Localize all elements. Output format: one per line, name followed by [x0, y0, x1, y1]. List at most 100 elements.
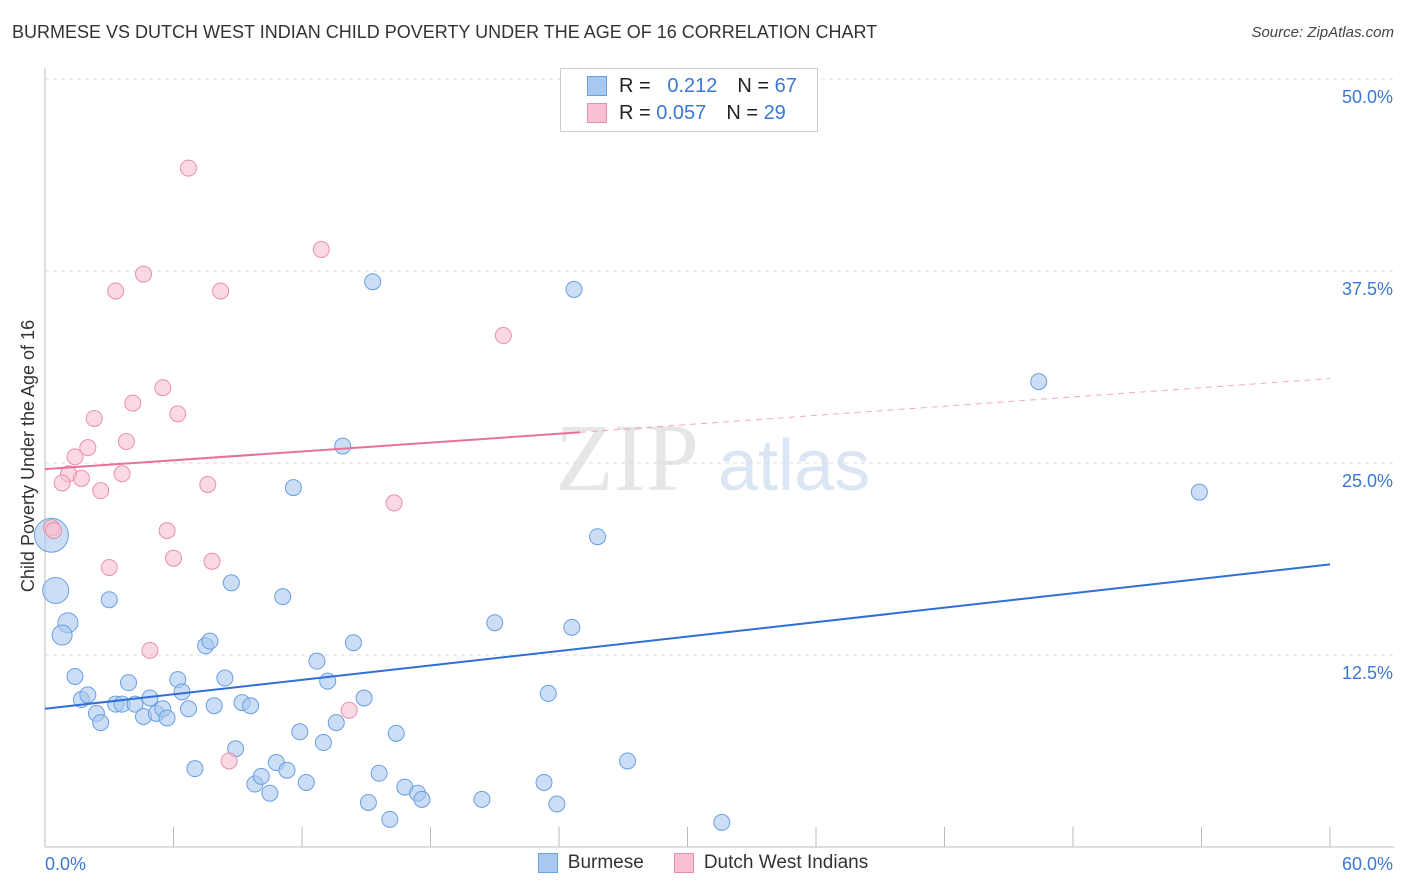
data-point-burmese — [413, 790, 431, 808]
data-point-dutch-west-indians — [135, 265, 153, 283]
data-point-burmese — [334, 437, 352, 455]
legend-swatch — [673, 853, 694, 873]
x-tick-label: 60.0% — [1342, 854, 1393, 874]
data-point-burmese — [355, 689, 373, 707]
data-point-dutch-west-indians — [312, 240, 330, 258]
data-point-dutch-west-indians — [141, 641, 159, 659]
data-point-dutch-west-indians — [179, 159, 197, 177]
data-point-burmese — [344, 634, 362, 652]
data-point-dutch-west-indians — [220, 752, 238, 770]
data-point-burmese — [364, 273, 382, 291]
legend-row-burmese: R = 0.212 N = 67 — [587, 73, 797, 99]
data-point-burmese — [66, 668, 84, 686]
r-value: 0.057 — [656, 101, 707, 124]
chart-title: BURMESE VS DUTCH WEST INDIAN CHILD POVER… — [12, 22, 878, 42]
data-point-burmese — [619, 752, 637, 770]
legend-item-burmese: Burmese — [537, 852, 644, 874]
y-tick-label: 37.5% — [1342, 279, 1393, 299]
data-point-dutch-west-indians — [45, 522, 63, 540]
data-point-burmese — [42, 576, 70, 604]
legend-swatch-burmese — [587, 76, 607, 96]
data-point-dutch-west-indians — [85, 409, 103, 427]
data-point-burmese — [565, 280, 583, 298]
data-point-burmese — [278, 761, 296, 779]
data-point-burmese — [1030, 373, 1048, 391]
data-point-dutch-west-indians — [117, 432, 135, 450]
data-point-dutch-west-indians — [494, 327, 512, 345]
y-tick-label: 25.0% — [1342, 471, 1393, 491]
data-point-dutch-west-indians — [154, 379, 172, 397]
data-point-burmese — [563, 618, 581, 636]
data-point-dutch-west-indians — [100, 558, 118, 576]
data-point-burmese — [205, 697, 223, 715]
source-label: Source: ZipAtlas.com — [1251, 24, 1394, 41]
data-point-burmese — [274, 588, 292, 606]
data-point-dutch-west-indians — [66, 448, 84, 466]
data-point-burmese — [473, 790, 491, 808]
data-point-burmese — [100, 591, 118, 609]
data-point-burmese — [201, 632, 219, 650]
data-point-burmese — [327, 714, 345, 732]
data-point-dutch-west-indians — [124, 394, 142, 412]
data-point-dutch-west-indians — [385, 494, 403, 512]
trend-line-dutch-west-indians — [44, 431, 581, 471]
data-point-burmese — [158, 709, 176, 727]
r-label: R = — [619, 74, 651, 97]
watermark: atlas — [718, 426, 870, 506]
y-tick-label: 12.5% — [1342, 663, 1393, 683]
data-point-burmese — [381, 810, 399, 828]
legend-row-dutch-west-indians: R = 0.057 N = 29 — [587, 100, 786, 126]
y-axis-label: Child Poverty Under the Age of 16 — [18, 320, 38, 592]
data-point-burmese — [589, 528, 607, 546]
n-value: 67 — [774, 74, 797, 97]
data-point-dutch-west-indians — [107, 282, 125, 300]
data-point-dutch-west-indians — [340, 701, 358, 719]
data-point-burmese — [79, 686, 97, 704]
data-point-burmese — [359, 793, 377, 811]
data-point-burmese — [51, 624, 73, 646]
legend-item-dutch-west-indians: Dutch West Indians — [673, 852, 869, 874]
data-point-burmese — [297, 773, 315, 791]
data-point-burmese — [291, 723, 309, 741]
legend-label: Dutch West Indians — [703, 852, 869, 873]
data-point-dutch-west-indians — [169, 405, 187, 423]
data-point-dutch-west-indians — [165, 549, 182, 567]
data-point-burmese — [308, 652, 326, 670]
r-label: R = — [619, 101, 651, 124]
data-point-burmese — [387, 724, 405, 742]
data-point-dutch-west-indians — [53, 474, 71, 492]
data-point-burmese — [242, 697, 260, 715]
data-point-dutch-west-indians — [212, 282, 230, 300]
data-point-burmese — [713, 813, 731, 831]
data-point-burmese — [548, 795, 566, 813]
x-tick-label: 0.0% — [45, 854, 86, 874]
n-label: N = — [726, 101, 758, 124]
data-point-burmese — [216, 669, 234, 687]
data-point-dutch-west-indians — [203, 552, 221, 570]
data-point-burmese — [186, 760, 204, 778]
series-legend: Burmese Dutch West Indians — [0, 852, 1406, 874]
data-point-burmese — [126, 695, 144, 713]
data-point-dutch-west-indians — [113, 465, 131, 483]
data-point-burmese — [314, 734, 332, 752]
data-point-burmese — [1190, 483, 1208, 501]
data-point-dutch-west-indians — [158, 522, 176, 540]
data-point-burmese — [222, 574, 240, 592]
n-value: 29 — [763, 101, 786, 124]
data-point-dutch-west-indians — [92, 482, 110, 500]
watermark: ZIP — [555, 404, 699, 511]
data-point-dutch-west-indians — [72, 469, 90, 487]
data-point-burmese — [92, 714, 110, 732]
trend-line-burmese — [44, 563, 1331, 710]
data-point-burmese — [284, 479, 302, 497]
stats-legend: R = 0.212 N = 67 R = 0.057 N = 29 — [560, 68, 818, 132]
data-point-burmese — [179, 700, 197, 718]
r-value: 0.212 — [667, 74, 718, 97]
trend-line-dutch-west-indians-extension — [580, 378, 1331, 433]
data-point-burmese — [486, 614, 504, 632]
data-point-burmese — [120, 674, 138, 692]
y-tick-label: 50.0% — [1342, 87, 1393, 107]
data-point-burmese — [261, 784, 279, 802]
